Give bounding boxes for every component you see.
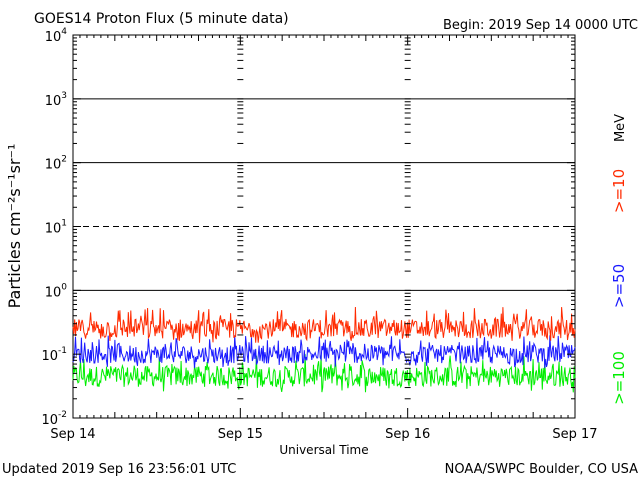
- x-tick-label: Sep 14: [50, 427, 95, 442]
- y-tick-label: 10-2: [41, 410, 67, 428]
- y-tick-label: 100: [45, 282, 68, 300]
- updated-timestamp: Updated 2019 Sep 16 23:56:01 UTC: [2, 462, 236, 477]
- x-tick-label: Sep 15: [218, 427, 263, 442]
- axis-ticks: [72, 35, 576, 419]
- grid-lines: [73, 98, 575, 291]
- begin-time: Begin: 2019 Sep 14 0000 UTC: [443, 18, 638, 33]
- legend-ge100: >=100: [610, 351, 628, 405]
- legend-unit: MeV: [613, 114, 628, 142]
- y-tick-label: 10-1: [41, 346, 67, 364]
- y-tick-label: 103: [45, 91, 67, 109]
- y-axis-label: Particles cm⁻²s⁻¹sr⁻¹: [5, 144, 24, 309]
- x-axis-label: Universal Time: [279, 443, 368, 457]
- x-tick-label: Sep 16: [385, 427, 430, 442]
- series-layer: [72, 306, 576, 393]
- credit-text: NOAA/SWPC Boulder, CO USA: [445, 462, 638, 477]
- y-tick-label: 101: [45, 219, 67, 237]
- x-tick-labels: Sep 14 Sep 15 Sep 16 Sep 17: [50, 427, 597, 442]
- series-line-1: [72, 335, 576, 369]
- x-tick-label: Sep 17: [552, 427, 597, 442]
- y-tick-label: 104: [45, 27, 68, 45]
- y-tick-label: 102: [45, 155, 67, 173]
- y-tick-labels: 10-2 10-1 100 101 102 103 104: [41, 27, 67, 428]
- series-line-0: [72, 306, 576, 343]
- series-line-2: [72, 354, 576, 393]
- legend-ge10: >=10: [610, 169, 628, 213]
- legend-ge50: >=50: [610, 264, 628, 308]
- chart-title: GOES14 Proton Flux (5 minute data): [34, 11, 289, 27]
